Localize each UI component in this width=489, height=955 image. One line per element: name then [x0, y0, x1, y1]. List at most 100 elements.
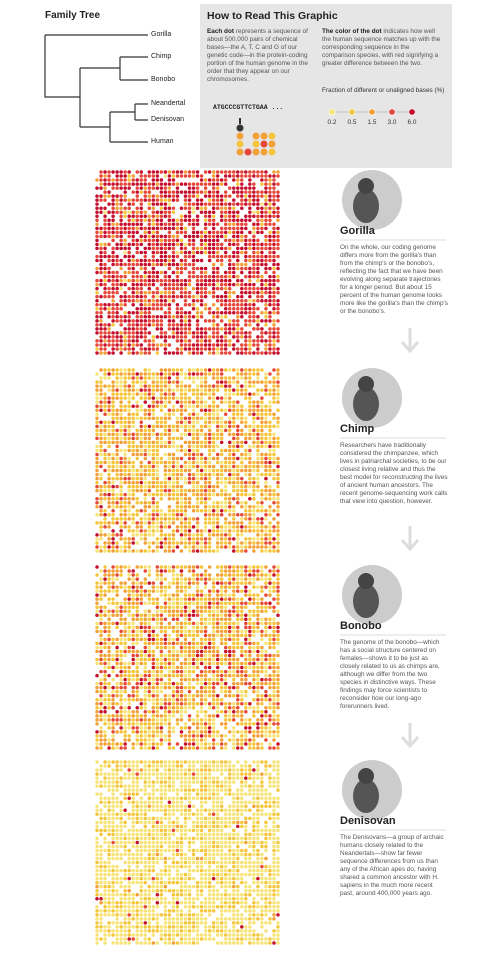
dot	[111, 347, 115, 351]
dot	[264, 258, 268, 263]
dot	[211, 436, 216, 441]
dot	[195, 693, 200, 698]
dot	[131, 605, 135, 609]
dot	[111, 286, 115, 291]
dot	[183, 657, 188, 662]
dot	[219, 476, 224, 481]
dot	[99, 488, 103, 493]
dot	[191, 226, 196, 231]
dot	[256, 392, 260, 396]
dot	[179, 392, 184, 396]
dot	[135, 452, 139, 457]
dot	[115, 625, 119, 630]
dot	[159, 456, 164, 461]
dot	[183, 440, 188, 445]
dot	[131, 424, 135, 429]
dot	[276, 290, 280, 295]
dot	[276, 246, 280, 251]
dot	[119, 266, 123, 271]
dot	[147, 657, 152, 662]
dot	[139, 282, 143, 287]
dot	[240, 294, 244, 299]
dot	[264, 537, 268, 541]
dot	[215, 645, 220, 650]
dot	[175, 625, 180, 630]
dot	[276, 718, 280, 722]
dot	[147, 468, 152, 473]
dot	[187, 270, 192, 275]
dot	[240, 226, 244, 231]
dot	[139, 347, 143, 351]
dot	[183, 710, 188, 714]
dot	[211, 274, 216, 279]
dot	[171, 613, 176, 618]
dot	[232, 706, 236, 710]
dot	[252, 673, 256, 678]
dot	[183, 625, 188, 630]
dot	[240, 697, 244, 702]
dot	[207, 593, 212, 597]
dot	[175, 529, 180, 533]
dot	[99, 182, 103, 186]
dot	[107, 315, 111, 319]
dot	[195, 440, 200, 445]
dot	[260, 669, 264, 674]
dot	[260, 278, 264, 283]
dot	[135, 496, 139, 501]
dot	[187, 464, 192, 469]
dot	[139, 448, 143, 453]
dot	[244, 298, 248, 303]
dot	[99, 226, 103, 231]
dot	[240, 186, 244, 190]
dot	[183, 420, 188, 425]
dot	[211, 222, 216, 227]
dot	[248, 448, 252, 453]
dot	[179, 323, 184, 327]
dot	[111, 424, 115, 429]
dot	[143, 396, 148, 400]
dot	[127, 605, 131, 609]
dot	[203, 505, 208, 509]
dot	[123, 416, 127, 421]
dot	[135, 432, 139, 437]
dot	[227, 327, 232, 331]
dot	[264, 533, 268, 537]
dot	[163, 424, 168, 429]
dot	[99, 476, 103, 481]
dot	[175, 669, 180, 674]
dot	[272, 307, 276, 311]
dot	[203, 202, 208, 206]
dot	[272, 541, 276, 545]
dot	[276, 665, 280, 670]
dot	[187, 294, 192, 299]
dot	[244, 311, 248, 315]
dot	[163, 347, 168, 351]
dot	[115, 641, 119, 646]
dot	[183, 384, 188, 388]
dot	[187, 476, 192, 481]
dot	[248, 565, 252, 569]
dot	[139, 319, 143, 323]
dot	[143, 282, 148, 287]
dot	[131, 343, 135, 347]
dot	[252, 509, 256, 513]
dot	[203, 629, 208, 634]
dot	[183, 509, 188, 513]
dot	[131, 585, 135, 589]
dot	[175, 496, 180, 501]
dot	[223, 569, 228, 573]
dot	[195, 234, 200, 239]
dot	[268, 148, 276, 156]
dot	[115, 278, 119, 283]
dot	[272, 669, 276, 674]
dot	[215, 278, 220, 283]
dot	[111, 258, 115, 263]
dot	[244, 222, 248, 227]
dot	[135, 529, 139, 533]
dot	[203, 617, 208, 622]
dot	[95, 625, 99, 630]
dot	[195, 464, 200, 469]
dot	[252, 190, 256, 194]
dot	[115, 335, 119, 339]
dot	[139, 685, 143, 690]
